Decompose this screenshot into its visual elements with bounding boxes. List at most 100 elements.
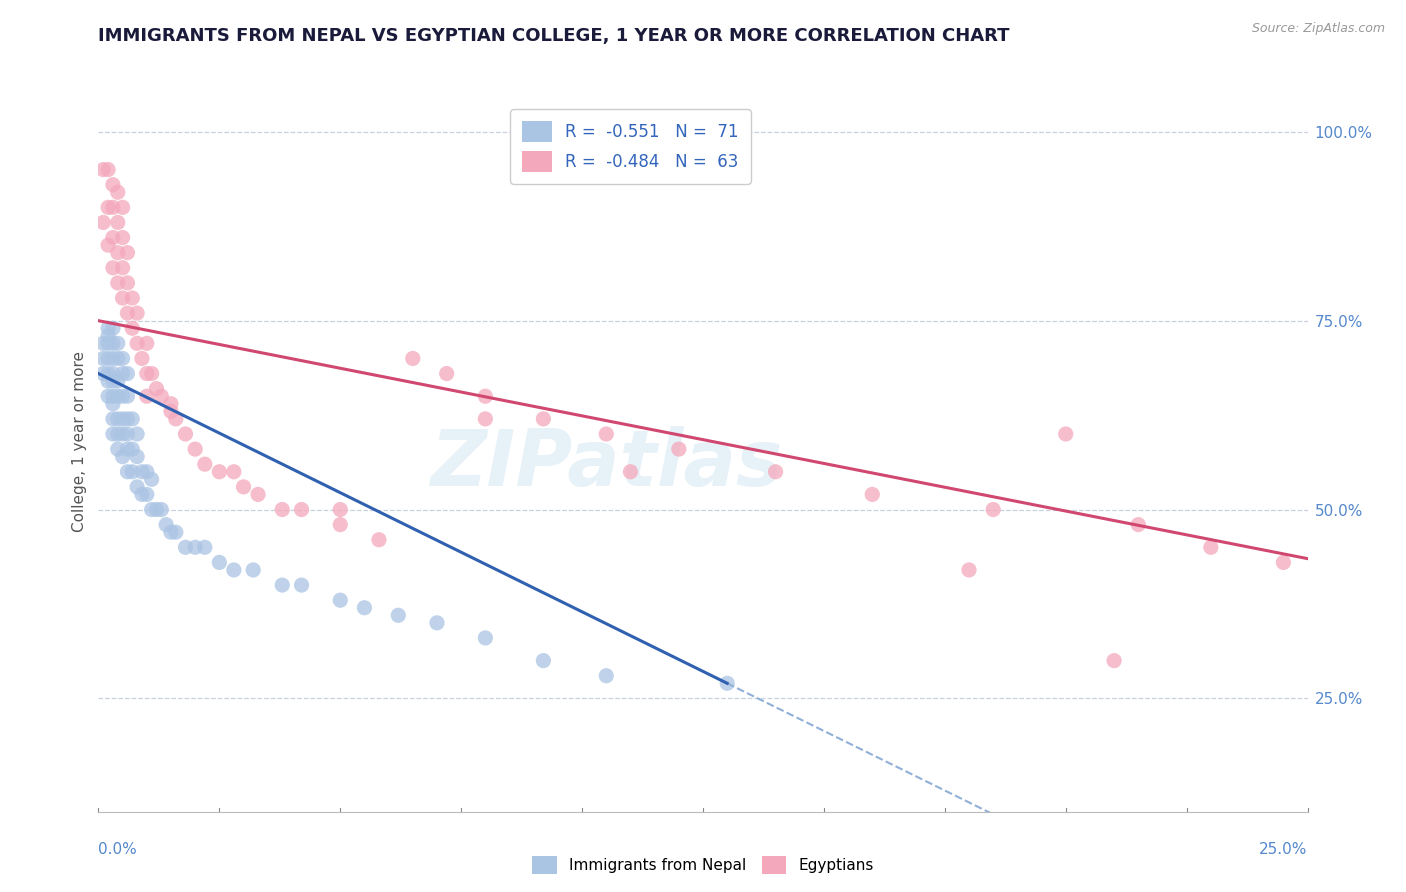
Point <box>97 200 120 214</box>
Point <box>107 412 129 426</box>
Legend: R =  -0.551   N =  71, R =  -0.484   N =  63: R = -0.551 N = 71, R = -0.484 N = 63 <box>510 110 751 184</box>
Point <box>145 502 167 516</box>
Point <box>91 351 114 366</box>
Legend: Immigrants from Nepal, Egyptians: Immigrants from Nepal, Egyptians <box>526 850 880 880</box>
Point <box>107 245 129 260</box>
Point <box>127 306 149 320</box>
Point <box>127 450 149 464</box>
Point <box>121 412 143 426</box>
Point <box>1054 427 1077 442</box>
Point <box>135 487 157 501</box>
Point <box>101 351 124 366</box>
Point <box>141 472 163 486</box>
Point <box>97 374 120 388</box>
Point <box>111 230 134 244</box>
Point <box>353 600 375 615</box>
Point <box>111 291 134 305</box>
Point <box>208 465 231 479</box>
Point <box>1102 654 1125 668</box>
Point <box>101 178 124 192</box>
Point <box>127 427 149 442</box>
Point <box>121 321 143 335</box>
Point <box>860 487 883 501</box>
Point <box>160 397 183 411</box>
Point <box>111 260 134 275</box>
Point <box>135 465 157 479</box>
Point <box>765 465 787 479</box>
Point <box>184 442 207 456</box>
Point <box>121 442 143 456</box>
Point <box>135 389 157 403</box>
Point <box>117 367 139 381</box>
Point <box>101 260 124 275</box>
Point <box>426 615 449 630</box>
Point <box>97 321 120 335</box>
Point <box>97 162 120 177</box>
Point <box>107 276 129 290</box>
Point <box>107 389 129 403</box>
Point <box>174 541 197 555</box>
Point <box>111 351 134 366</box>
Point <box>97 328 120 343</box>
Point <box>716 676 738 690</box>
Point <box>91 162 114 177</box>
Point <box>91 367 114 381</box>
Point <box>957 563 980 577</box>
Point <box>222 465 245 479</box>
Point <box>101 389 124 403</box>
Text: ZIPatlas: ZIPatlas <box>430 425 782 502</box>
Point <box>117 306 139 320</box>
Point <box>150 389 173 403</box>
Point <box>101 412 124 426</box>
Point <box>107 215 129 229</box>
Point <box>101 367 124 381</box>
Point <box>242 563 264 577</box>
Point <box>474 389 496 403</box>
Point <box>111 200 134 214</box>
Point <box>141 367 163 381</box>
Point <box>117 465 139 479</box>
Point <box>101 336 124 351</box>
Point <box>97 238 120 252</box>
Point <box>165 412 187 426</box>
Point <box>145 382 167 396</box>
Point <box>91 215 114 229</box>
Point <box>111 367 134 381</box>
Point <box>135 367 157 381</box>
Point <box>436 367 458 381</box>
Point <box>208 556 231 570</box>
Point <box>155 517 177 532</box>
Point <box>97 389 120 403</box>
Point <box>91 336 114 351</box>
Point <box>111 389 134 403</box>
Point <box>121 291 143 305</box>
Y-axis label: College, 1 year or more: College, 1 year or more <box>72 351 87 532</box>
Point <box>368 533 391 547</box>
Point <box>329 593 352 607</box>
Point <box>232 480 254 494</box>
Point <box>127 336 149 351</box>
Point <box>290 502 312 516</box>
Point <box>107 442 129 456</box>
Point <box>531 654 554 668</box>
Point <box>160 404 183 418</box>
Point <box>141 502 163 516</box>
Point <box>474 412 496 426</box>
Point <box>107 374 129 388</box>
Point <box>127 480 149 494</box>
Point <box>117 245 139 260</box>
Point <box>184 541 207 555</box>
Point <box>160 525 183 540</box>
Point <box>329 502 352 516</box>
Point <box>595 427 617 442</box>
Point <box>1199 541 1222 555</box>
Point <box>1128 517 1150 532</box>
Point <box>117 427 139 442</box>
Point <box>131 351 153 366</box>
Point <box>165 525 187 540</box>
Point <box>174 427 197 442</box>
Point <box>131 487 153 501</box>
Point <box>101 230 124 244</box>
Point <box>117 412 139 426</box>
Point <box>271 578 294 592</box>
